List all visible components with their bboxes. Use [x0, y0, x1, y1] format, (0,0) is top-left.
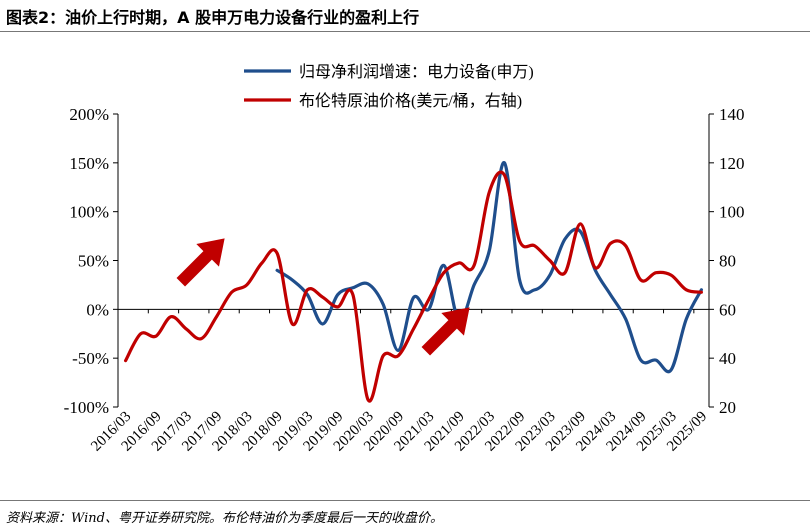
title-rule: [0, 31, 810, 32]
annotation-arrows: [176, 238, 470, 356]
arrow-shape: [421, 307, 470, 356]
right-tick-label: 60: [719, 300, 736, 319]
chart-lines: [124, 161, 703, 403]
legend-label: 归母净利润增速：电力设备(申万): [299, 63, 534, 81]
arrow-upward-2017: [176, 238, 225, 287]
right-tick-label: 140: [719, 105, 745, 124]
source-rule: [0, 500, 810, 501]
right-tick-label: 120: [719, 154, 745, 173]
chart-legend: 归母净利润增速：电力设备(申万) 布伦特原油价格(美元/桶，右轴): [244, 63, 534, 110]
figure-title: 图表2：油价上行时期，A 股申万电力设备行业的盈利上行: [6, 8, 420, 27]
right-tick-label: 40: [719, 349, 736, 368]
right-tick-label: 100: [719, 203, 745, 222]
left-tick-label: -100%: [64, 398, 109, 417]
left-tick-label: 100%: [69, 203, 109, 222]
arrow-shape: [176, 238, 225, 287]
left-tick-label: 150%: [69, 154, 109, 173]
legend-label: 布伦特原油价格(美元/桶，右轴): [299, 92, 522, 110]
left-tick-label: 200%: [69, 105, 109, 124]
arrow-upward-2021: [421, 307, 470, 356]
source-note: 资料来源：Wind、粤开证券研究院。布伦特油价为季度最后一天的收盘价。: [6, 511, 443, 526]
series-line-brent-price: [124, 170, 703, 403]
left-tick-label: 50%: [78, 252, 109, 271]
left-tick-label: 0%: [86, 300, 109, 319]
right-tick-label: 20: [719, 398, 736, 417]
left-tick-label: -50%: [72, 349, 109, 368]
right-tick-label: 80: [719, 252, 736, 271]
